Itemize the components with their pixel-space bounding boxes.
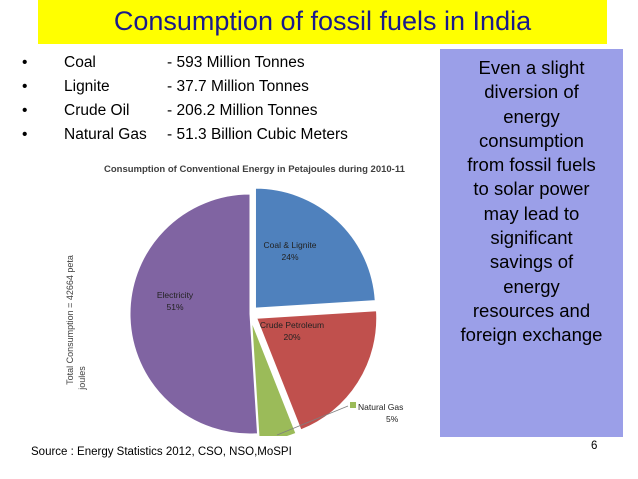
- pie-slice-coal-lignite: [254, 187, 376, 309]
- side-note-line: resources and: [472, 299, 591, 321]
- chart-ylabel-line: Total Consumption = 42664 peta: [65, 255, 75, 385]
- slice-label: Electricity: [157, 290, 194, 300]
- list-item: • Coal - 593 Million Tonnes: [22, 54, 442, 78]
- list-item: • Natural Gas - 51.3 Billion Cubic Meter…: [22, 126, 442, 150]
- fuel-value: - 206.2 Million Tonnes: [167, 102, 318, 119]
- side-note-line: energy: [503, 275, 560, 297]
- list-item: • Crude Oil - 206.2 Million Tonnes: [22, 102, 442, 126]
- bullet-icon: •: [22, 126, 28, 143]
- side-note-line: diversion of: [484, 81, 579, 103]
- chart-title: Consumption of Conventional Energy in Pe…: [104, 164, 406, 175]
- slide-title: Consumption of fossil fuels in India: [113, 6, 532, 36]
- bullet-icon: •: [22, 78, 28, 95]
- pie-slice-electricity: [129, 193, 259, 435]
- side-note-line: Even a slight: [478, 57, 585, 78]
- legend-swatch: [350, 402, 356, 408]
- side-note-line: may lead to: [483, 202, 580, 224]
- leader-line: [276, 405, 349, 436]
- pie-slice-crude-petroleum: [256, 310, 378, 431]
- fuel-value: - 593 Million Tonnes: [167, 54, 305, 71]
- fuel-name: Coal: [64, 54, 96, 71]
- bullet-list: • Coal - 593 Million Tonnes • Lignite - …: [22, 54, 442, 150]
- title-banner: Consumption of fossil fuels in India: [38, 0, 607, 44]
- list-item: • Lignite - 37.7 Million Tonnes: [22, 78, 442, 102]
- side-note-line: consumption: [479, 129, 584, 151]
- pie-chart: Consumption of Conventional Energy in Pe…: [65, 164, 406, 443]
- chart-ylabel-line: joules: [77, 366, 87, 391]
- bullet-icon: •: [22, 102, 28, 119]
- fuel-value: - 37.7 Million Tonnes: [167, 78, 309, 95]
- side-note-box: Even a slight diversion of energy consum…: [440, 49, 623, 437]
- source-note: Source : Energy Statistics 2012, CSO, NS…: [31, 446, 292, 458]
- side-note-line: significant: [490, 227, 573, 249]
- side-note-line: energy: [503, 105, 560, 127]
- side-note: Even a slight diversion of energy consum…: [444, 56, 619, 348]
- slice-value-label: 51%: [166, 302, 183, 312]
- fuel-name: Crude Oil: [64, 102, 130, 119]
- slice-value-label: 20%: [283, 332, 300, 342]
- bullet-icon: •: [22, 54, 28, 71]
- slice-label: Crude Petroleum: [260, 320, 324, 330]
- page-number: 6: [591, 440, 598, 452]
- chart-ylabel: Total Consumption = 42664 peta joules: [65, 255, 87, 391]
- slice-label: Natural Gas: [358, 402, 403, 412]
- side-note-line: from fossil fuels: [467, 154, 596, 176]
- pie-chart-panel: Consumption of Conventional Energy in Pe…: [60, 154, 435, 443]
- side-note-line: to solar power: [473, 178, 590, 200]
- slice-label: Coal & Lignite: [264, 240, 317, 250]
- fuel-name: Lignite: [64, 78, 110, 95]
- side-note-line: savings of: [489, 251, 574, 273]
- slice-value-label: 24%: [281, 252, 298, 262]
- slice-value-label: 5%: [386, 414, 399, 424]
- side-note-line: foreign exchange: [460, 324, 603, 346]
- fuel-name: Natural Gas: [64, 126, 147, 143]
- fuel-value: - 51.3 Billion Cubic Meters: [167, 126, 348, 143]
